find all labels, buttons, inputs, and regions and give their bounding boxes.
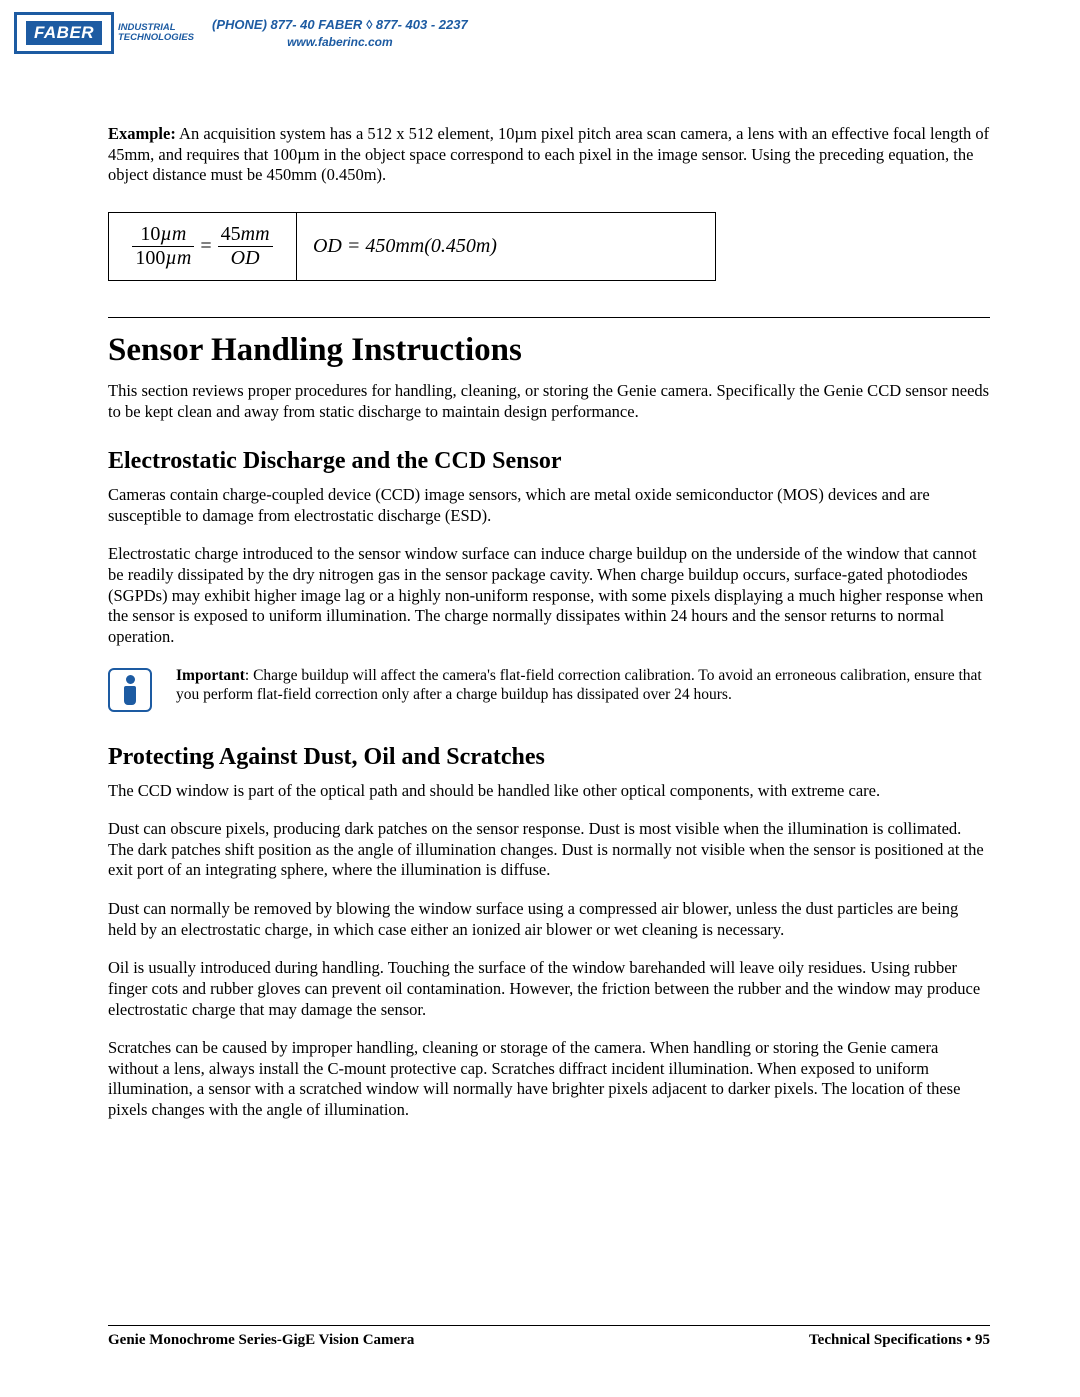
example-paragraph: Example: An acquisition system has a 512…	[108, 124, 990, 186]
info-icon	[108, 668, 152, 712]
footer-separator: •	[962, 1332, 975, 1348]
eq-num-b: 45	[221, 223, 241, 245]
logo-mark: FABER	[14, 12, 114, 54]
eq-den-a: 100	[135, 247, 165, 269]
dust-paragraph-4: Oil is usually introduced during handlin…	[108, 958, 990, 1020]
example-label: Example:	[108, 124, 176, 143]
footer-left: Genie Monochrome Series-GigE Vision Came…	[108, 1332, 414, 1349]
footer-divider	[108, 1325, 990, 1326]
header-contact: (PHONE) 877- 40 FABER ◊ 877- 403 - 2237 …	[212, 16, 468, 51]
page-header: FABER INDUSTRIAL TECHNOLOGIES (PHONE) 87…	[0, 0, 1080, 54]
important-note: Important: Charge buildup will affect th…	[108, 666, 990, 712]
dust-paragraph-2: Dust can obscure pixels, producing dark …	[108, 819, 990, 881]
note-text: Important: Charge buildup will affect th…	[176, 666, 990, 705]
subheading-esd: Electrostatic Discharge and the CCD Sens…	[108, 448, 990, 475]
equation-right: OD = 450mm(0.450m)	[313, 235, 497, 257]
logo-name: FABER	[26, 21, 102, 45]
example-text: An acquisition system has a 512 x 512 el…	[108, 124, 989, 184]
esd-paragraph-1: Cameras contain charge-coupled device (C…	[108, 485, 990, 526]
logo-sub-line2: TECHNOLOGIES	[118, 32, 194, 43]
footer-page-number: 95	[975, 1332, 990, 1348]
equation-left-cell: 10µm 100µm = 45mm OD	[109, 212, 297, 280]
eq-den-a-unit: µm	[165, 247, 191, 269]
section-divider	[108, 317, 990, 318]
section-intro: This section reviews proper procedures f…	[108, 381, 990, 422]
note-body: : Charge buildup will affect the camera'…	[176, 667, 982, 703]
eq-num-a: 10	[140, 223, 160, 245]
section-title: Sensor Handling Instructions	[108, 332, 990, 369]
company-logo: FABER INDUSTRIAL TECHNOLOGIES	[14, 12, 194, 54]
dust-paragraph-5: Scratches can be caused by improper hand…	[108, 1038, 990, 1121]
dust-paragraph-3: Dust can normally be removed by blowing …	[108, 899, 990, 940]
equation-right-cell: OD = 450mm(0.450m)	[296, 212, 715, 280]
page-body: Example: An acquisition system has a 512…	[0, 54, 1080, 1121]
esd-paragraph-2: Electrostatic charge introduced to the s…	[108, 544, 990, 647]
eq-num-a-unit: µm	[160, 223, 186, 245]
dust-paragraph-1: The CCD window is part of the optical pa…	[108, 781, 990, 802]
logo-subtext: INDUSTRIAL TECHNOLOGIES	[118, 23, 194, 44]
eq-num-b-unit: mm	[241, 223, 270, 245]
phone-line: (PHONE) 877- 40 FABER ◊ 877- 403 - 2237	[212, 17, 468, 32]
logo-sub-line1: INDUSTRIAL	[118, 22, 176, 33]
page-footer: Genie Monochrome Series-GigE Vision Came…	[108, 1325, 990, 1349]
equation-table: 10µm 100µm = 45mm OD OD = 450mm(0.450m)	[108, 212, 716, 281]
subheading-dust: Protecting Against Dust, Oil and Scratch…	[108, 744, 990, 771]
footer-right-label: Technical Specifications	[809, 1332, 962, 1348]
website-url: www.faberinc.com	[212, 34, 468, 51]
eq-den-b: OD	[228, 247, 263, 270]
footer-right: Technical Specifications • 95	[809, 1332, 990, 1349]
note-label: Important	[176, 667, 245, 684]
